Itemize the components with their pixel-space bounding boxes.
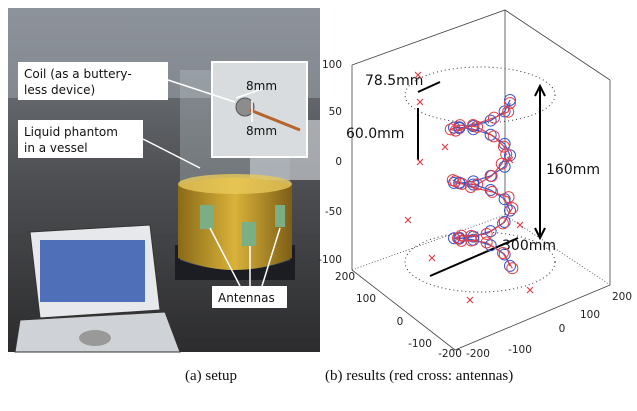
x-tick-label: -100 <box>408 338 432 350</box>
x-tick-label: 0 <box>397 316 404 328</box>
antenna-cross <box>417 99 423 105</box>
figure: Coil (as a buttery- less device) Liquid … <box>0 0 637 411</box>
red-marker <box>507 263 518 274</box>
x-tick-label: -200 <box>438 348 462 360</box>
z-tick-label: -50 <box>325 206 342 218</box>
y-tick-label: 0 <box>559 323 566 335</box>
height-annotation: 160mm <box>546 162 600 178</box>
z-tick-label: 0 <box>335 156 342 168</box>
antenna-cross <box>417 159 423 165</box>
coil-label: less device) <box>24 83 95 97</box>
x-tick-label: 200 <box>335 271 355 283</box>
z-tick-label: -100 <box>318 254 342 266</box>
diameter-annotation: 78.5mm <box>365 73 423 89</box>
z-tick-label: 50 <box>329 106 342 118</box>
helix <box>405 72 533 303</box>
caption: (b) results (red cross: antennas) <box>325 368 513 384</box>
pitch-annotation: 60.0mm <box>346 126 404 142</box>
antenna-cross <box>527 287 533 293</box>
dimension-label: 8mm <box>246 79 277 93</box>
caption: (a) setup <box>185 368 237 384</box>
antenna-cross <box>429 255 435 261</box>
antenna-cross <box>442 144 448 150</box>
coil-label: Coil (as a buttery- <box>24 67 132 81</box>
antenna-cross <box>405 217 411 223</box>
width-annotation: 300mm <box>502 238 556 254</box>
y-tick-label: 200 <box>612 291 632 303</box>
z-tick-label: 100 <box>322 59 342 71</box>
antennas-label: Antennas <box>218 291 275 305</box>
phantom-label: in a vessel <box>24 141 88 155</box>
y-tick-label: 100 <box>580 309 600 321</box>
y-tick-label: -200 <box>466 348 490 360</box>
y-tick-label: -100 <box>508 344 532 356</box>
setup-photo: Coil (as a buttery- less device) Liquid … <box>8 8 320 352</box>
phantom-label: Liquid phantom <box>24 125 118 139</box>
dimension-label: 8mm <box>246 124 277 138</box>
antenna-cross <box>467 297 473 303</box>
x-tick-label: 100 <box>356 293 376 305</box>
antenna-cross <box>517 222 523 228</box>
